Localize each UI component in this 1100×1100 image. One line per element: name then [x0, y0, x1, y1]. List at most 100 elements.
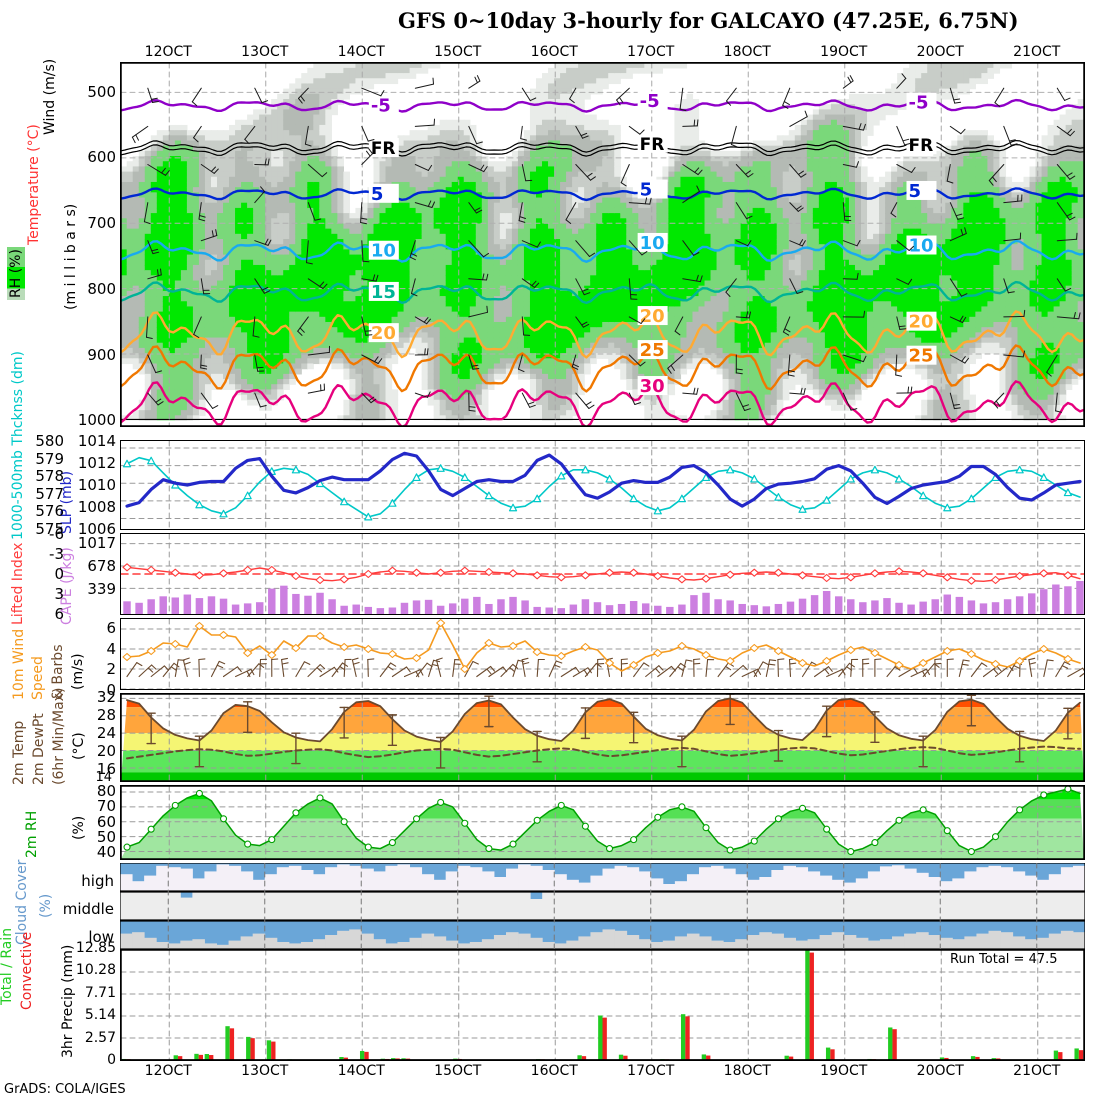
lifted-index-y-ticks: -6 -3 0 3 6: [22, 525, 64, 623]
y-tick-label: 1017: [77, 533, 116, 552]
x-tick-label: 21OCT: [1013, 1063, 1061, 1079]
y-tick-label: 1014: [77, 432, 116, 450]
wind10m-label: 10m Wind: [11, 628, 27, 700]
cloud-low-label: low: [88, 928, 114, 946]
y-tick-label: 10.28: [75, 962, 116, 979]
upper-rh-label: RH (%): [7, 247, 25, 300]
y-tick-label: 12.85: [75, 940, 116, 956]
y-tick-label: -6: [49, 525, 64, 543]
temp2m-y-ticks: 32 28 24 20 16: [76, 688, 116, 782]
x-tick-label: 16OCT: [530, 1063, 578, 1079]
y-tick-label: 0: [106, 681, 116, 699]
y-tick-label: 800: [87, 279, 116, 298]
cape-y-ticks: 1017 678 339: [62, 533, 116, 615]
y-tick-label: 6: [106, 619, 116, 638]
y-tick-label: 1008: [77, 498, 116, 516]
x-tick-label: 16OCT: [530, 44, 578, 60]
y-tick-label: 900: [87, 345, 116, 364]
cloud-middle-label: middle: [62, 900, 114, 918]
y-tick-label: 32: [96, 688, 116, 707]
y-tick-label: 0: [54, 565, 64, 583]
cloud-high-label: high: [81, 872, 114, 890]
rh2m-panel[interactable]: [120, 785, 1085, 860]
y-tick-label: 0: [107, 1052, 116, 1068]
run-total-label: Run Total = 47.5: [950, 952, 1058, 967]
x-tick-label: 21OCT: [1013, 44, 1061, 60]
y-tick-label: -3: [49, 545, 64, 563]
x-axis-bottom: 12OCT 13OCT 14OCT 15OCT 16OCT 17OCT 18OCT 19OCT…: [0, 1063, 1100, 1081]
dewpt2m-label: 2m DewPt: [31, 713, 47, 785]
y-tick-label: 4: [106, 639, 116, 658]
x-axis-top: 12OCT 13OCT 14OCT 15OCT 16OCT 17OCT 18OCT 19OCT…: [0, 44, 1100, 62]
y-tick-label: 24: [96, 724, 116, 743]
upper-wind-label: Wind (m/s): [42, 58, 58, 135]
temp2m-extra-tick: 14: [95, 770, 112, 785]
x-tick-label: 13OCT: [241, 44, 289, 60]
precip-y-ticks: 12.85 10.28 7.71 5.14 2.57 0: [60, 940, 116, 1068]
slp-y-ticks: 1014 1012 1010 1008 1006: [68, 432, 116, 538]
y-tick-label: 2: [106, 660, 116, 679]
x-tick-label: 13OCT: [241, 1063, 289, 1079]
y-tick-label: 576: [35, 502, 64, 521]
y-tick-label: 2.57: [84, 1029, 116, 1046]
x-tick-label: 18OCT: [723, 44, 771, 60]
precip-total-label: Total / Rain: [0, 927, 15, 1005]
x-tick-label: 17OCT: [627, 1063, 675, 1079]
y-tick-label: 579: [35, 449, 64, 468]
y-tick-label: 16: [96, 759, 116, 778]
y-tick-label: 575: [35, 520, 64, 538]
y-tick-label: 578: [35, 467, 64, 486]
upper-air-panel[interactable]: -5 -5 -5 FR FR FR 5 5 5 10 10 10 15 20 20 20 25 25 30: [120, 62, 1085, 427]
y-tick-label: 339: [87, 579, 116, 598]
wind10m-speed-label: Speed: [30, 656, 46, 700]
precip-convective-label: Convective: [19, 931, 35, 1010]
y-tick-label: 600: [87, 148, 116, 167]
thickness-y-ticks: 580 579 578 577 576 575: [22, 432, 64, 538]
x-tick-label: 20OCT: [916, 1063, 964, 1079]
x-tick-label: 14OCT: [337, 1063, 385, 1079]
y-tick-label: 6: [54, 605, 64, 623]
upper-temperature-label: Temperature (°C): [26, 124, 42, 245]
y-tick-label: 20: [96, 741, 116, 760]
y-tick-label: 70: [96, 797, 116, 816]
x-tick-label: 17OCT: [627, 44, 675, 60]
cloud-cover-panel[interactable]: [120, 863, 1085, 949]
temp2m-minmax-label: (6hr Min/Max): [51, 687, 67, 785]
y-tick-label: 28: [96, 706, 116, 725]
slp-thickness-panel[interactable]: [120, 440, 1085, 530]
y-tick-label: 1010: [77, 476, 116, 494]
x-tick-label: 14OCT: [337, 44, 385, 60]
y-tick-label: 700: [87, 214, 116, 233]
upper-air-y-ticks: 500 600 700 800 900 1000: [76, 62, 116, 430]
footer-credit: GrADS: COLA/IGES: [4, 1082, 126, 1097]
y-tick-label: 500: [87, 82, 116, 101]
x-tick-label: 19OCT: [820, 44, 868, 60]
y-tick-label: 580: [35, 432, 64, 450]
x-tick-label: 18OCT: [723, 1063, 771, 1079]
y-tick-label: 80: [96, 782, 116, 801]
y-tick-label: 1006: [77, 520, 116, 538]
x-tick-label: 15OCT: [434, 44, 482, 60]
y-tick-label: 50: [96, 828, 116, 847]
y-tick-label: 577: [35, 484, 64, 503]
x-tick-label: 12OCT: [144, 1063, 192, 1079]
precip-panel[interactable]: [120, 949, 1085, 1061]
rh2m-y-ticks: 80 70 60 50 40: [76, 782, 116, 862]
y-tick-label: 40: [96, 843, 116, 862]
x-tick-label: 15OCT: [434, 1063, 482, 1079]
y-tick-label: 5.14: [84, 1007, 116, 1024]
y-tick-label: 60: [96, 812, 116, 831]
x-tick-label: 20OCT: [916, 44, 964, 60]
y-tick-label: 7.71: [84, 984, 116, 1001]
lifted-index-cape-panel[interactable]: [120, 533, 1085, 615]
y-tick-label: 678: [87, 556, 116, 575]
y-tick-label: 3: [54, 585, 64, 603]
y-tick-label: 1012: [77, 454, 116, 472]
x-tick-label: 12OCT: [144, 44, 192, 60]
y-tick-label: 1000: [77, 411, 116, 430]
wind10m-panel[interactable]: [120, 618, 1085, 690]
temp2m-panel[interactable]: [120, 693, 1085, 782]
temp2m-label: 2m Temp: [11, 720, 27, 785]
page-title: GFS 0~10day 3-hourly for GALCAYO (47.25E…: [398, 8, 1019, 33]
